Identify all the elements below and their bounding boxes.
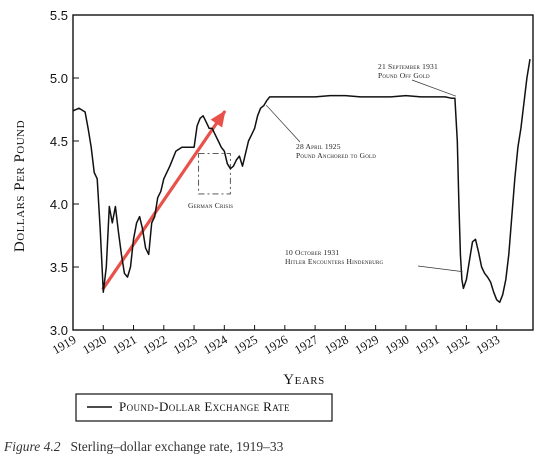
figure-caption: Figure 4.2 Sterling–dollar exchange rate,…: [4, 439, 544, 455]
y-tick-label: 5.5: [50, 8, 68, 23]
y-axis-title: Dollars Per Pound: [12, 120, 28, 252]
x-tick-label: 1932: [443, 332, 472, 357]
annotation-german-crisis: German Crisis: [188, 201, 233, 210]
x-tick-label: 1931: [413, 332, 442, 357]
x-tick-label: 1930: [383, 332, 412, 357]
figure-caption-text: Sterling–dollar exchange rate, 1919–33: [70, 439, 284, 454]
annotation-leader-hitler-hindenburg: [417, 265, 463, 272]
plot-frame: [72, 14, 534, 331]
x-axis-title: Years: [283, 372, 324, 388]
annotation-pound-anchored: 28 April 1925 Pound Anchored to Gold: [296, 142, 376, 160]
x-tick-label: 1922: [141, 332, 170, 357]
y-tick-label: 3.5: [50, 260, 68, 275]
x-tick-label: 1925: [231, 332, 260, 357]
trend-arrow-layer: [101, 110, 226, 291]
x-tick-label: 1929: [352, 332, 381, 357]
x-tick-label: 1920: [80, 332, 109, 357]
german-crisis-box: [198, 153, 231, 195]
x-tick-label: 1924: [201, 332, 230, 357]
x-tick-label: 1923: [171, 332, 200, 357]
y-tick-label: 5.0: [50, 71, 68, 86]
legend: Pound-Dollar Exchange Rate: [75, 393, 333, 422]
annotation-pound-off-gold: 21 September 1931 Pound Off Gold: [378, 62, 438, 80]
series-line-pound-dollar: [72, 58, 531, 304]
x-tick-label: 1928: [322, 332, 351, 357]
annotation-leader-pound-anchored: [266, 104, 301, 143]
trend-arrow-shaft: [101, 110, 226, 291]
annotation-leader-pound-off-gold: [411, 79, 457, 97]
x-tick-label: 1921: [110, 332, 139, 357]
annotation-layer: 21 September 1931 Pound Off Gold 28 April …: [188, 62, 463, 272]
german-crisis-dashed-box: [198, 153, 231, 195]
y-tick-label: 4.0: [50, 197, 68, 212]
plot-area: [72, 14, 534, 331]
y-tick-label: 3.0: [50, 323, 68, 338]
legend-label: Pound-Dollar Exchange Rate: [119, 399, 290, 414]
figure-caption-label: Figure 4.2: [4, 439, 61, 454]
x-tick-label: 1933: [474, 332, 503, 357]
y-tick-label: 4.5: [50, 134, 68, 149]
trend-arrow-head: [210, 110, 226, 128]
y-axis-ticks: 3.0 3.5 4.0 4.5 5.0 5.5: [50, 8, 79, 338]
annotation-hitler-hindenburg: 10 October 1931 Hitler Encounters Hindenb…: [285, 248, 384, 266]
legend-box: [75, 393, 333, 422]
x-tick-label: 1926: [262, 332, 291, 357]
x-tick-label: 1927: [292, 332, 321, 357]
series-layer: [72, 58, 531, 304]
